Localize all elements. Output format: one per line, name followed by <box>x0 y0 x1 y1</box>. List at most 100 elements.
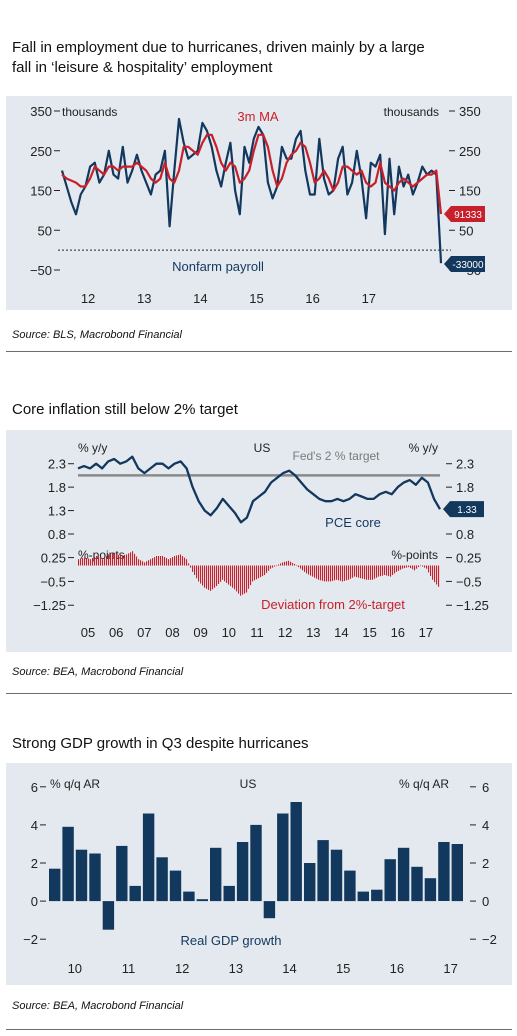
series-line-3m-ma <box>61 133 443 215</box>
bar-deviation <box>356 565 358 578</box>
y-tick-label-left: 4 <box>31 818 38 833</box>
bar-deviation <box>298 565 300 568</box>
y-tick-label-left: 0.25 <box>41 551 66 566</box>
bar-deviation <box>406 565 408 568</box>
annotation-3m-ma: 3m MA <box>237 109 279 124</box>
bar-deviation <box>402 565 404 569</box>
bar-deviation <box>414 565 416 571</box>
x-tick-label: 13 <box>306 625 320 640</box>
bar-deviation <box>420 565 422 567</box>
divider <box>6 351 512 352</box>
bar-deviation <box>190 565 192 568</box>
bar-deviation <box>230 565 232 587</box>
y-tick-label-right: 0 <box>482 894 489 909</box>
y-unit-left: % y/y <box>78 441 107 455</box>
bar-deviation <box>134 553 136 566</box>
chart-title-inflation: Core inflation still below 2% target <box>12 401 238 418</box>
bar-deviation <box>396 565 398 572</box>
bar-gdp <box>290 802 302 901</box>
bar-deviation <box>104 557 106 566</box>
bar-deviation <box>198 565 200 582</box>
bar-deviation <box>332 565 334 581</box>
y-tick-label-right: 4 <box>482 818 489 833</box>
y-unit-left: % q/q AR <box>50 777 100 791</box>
bar-deviation <box>258 565 260 579</box>
y-unit-right: %-points <box>391 548 438 562</box>
bar-deviation <box>380 565 382 577</box>
bar-deviation <box>370 565 372 580</box>
end-label-3m-ma: 91333 <box>454 210 482 221</box>
bar-deviation <box>124 554 126 566</box>
bar-deviation <box>220 565 222 582</box>
bar-deviation <box>196 565 198 579</box>
bar-deviation <box>222 565 224 580</box>
bar-deviation <box>216 565 218 587</box>
y-tick-label-left: 50 <box>38 223 52 238</box>
y-tick-label-left: 2 <box>31 856 38 871</box>
bar-deviation <box>144 562 146 566</box>
source-note: Source: BLS, Macrobond Financial <box>12 329 182 341</box>
bar-deviation <box>170 558 172 566</box>
bar-gdp <box>263 901 276 919</box>
bar-gdp <box>156 857 168 902</box>
bar-deviation <box>168 559 170 566</box>
bar-deviation <box>388 565 390 577</box>
bar-deviation <box>212 565 214 590</box>
series-line-pce-core <box>77 455 441 524</box>
bar-deviation <box>398 565 400 571</box>
bar-deviation <box>160 556 162 566</box>
bar-deviation <box>352 565 354 578</box>
target-label: Fed's 2 % target <box>293 449 381 463</box>
bar-gdp <box>317 840 329 902</box>
bar-deviation <box>130 552 132 566</box>
x-tick-label: 10 <box>68 961 82 976</box>
bar-deviation <box>142 561 144 566</box>
bar-deviation <box>308 565 310 575</box>
bar-deviation <box>254 565 256 581</box>
x-tick-label: 12 <box>81 291 95 306</box>
bar-deviation <box>86 558 88 566</box>
y-tick-label-left: 150 <box>30 184 52 199</box>
bar-deviation <box>96 556 98 566</box>
y-tick-label-right: 6 <box>482 780 489 795</box>
bar-gdp <box>236 842 249 901</box>
x-tick-label: 15 <box>362 625 376 640</box>
bar-gdp <box>277 813 289 902</box>
y-unit-right: thousands <box>384 105 439 119</box>
bar-deviation <box>372 565 374 580</box>
bar-gdp <box>169 870 182 902</box>
y-unit-right: % q/q AR <box>399 777 449 791</box>
bar-deviation <box>376 565 378 578</box>
bar-deviation <box>364 565 366 580</box>
bar-gdp <box>183 891 195 902</box>
bar-deviation <box>422 565 424 567</box>
bar-gdp <box>116 845 128 902</box>
y-tick-label-right: 2 <box>482 856 489 871</box>
bar-gdp <box>49 868 61 902</box>
x-tick-label: 15 <box>336 961 350 976</box>
bar-deviation <box>246 565 248 593</box>
x-tick-label: 10 <box>222 625 236 640</box>
bar-deviation <box>418 565 420 568</box>
bar-deviation <box>194 565 196 575</box>
bar-deviation <box>118 554 120 566</box>
bar-deviation <box>162 556 164 566</box>
y-tick-label-left: −2 <box>23 932 38 947</box>
bar-deviation <box>270 565 272 569</box>
bar-deviation <box>94 557 96 566</box>
bar-deviation <box>148 560 150 566</box>
bar-deviation <box>172 557 174 566</box>
bar-deviation <box>224 565 226 582</box>
bar-deviation <box>300 565 302 569</box>
y-tick-label-right: 350 <box>459 104 481 119</box>
bar-deviation <box>236 565 238 592</box>
x-tick-label: 14 <box>193 291 207 306</box>
bar-deviation <box>338 565 340 581</box>
bar-deviation <box>436 565 438 585</box>
bar-deviation <box>312 565 314 577</box>
bar-deviation <box>158 556 160 566</box>
bar-deviation <box>188 563 190 566</box>
bar-deviation <box>152 558 154 566</box>
bar-deviation <box>122 555 124 566</box>
bar-deviation <box>410 565 412 569</box>
